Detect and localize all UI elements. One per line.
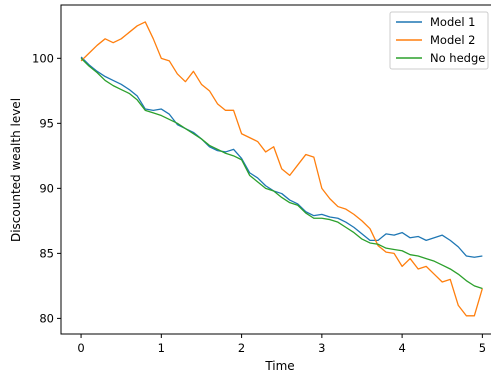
legend-label-model-2: Model 2 [430,33,476,47]
y-tick-label: 85 [39,246,54,260]
x-tick-label: 3 [318,341,325,355]
y-tick-label: 90 [39,181,54,195]
x-tick-label: 2 [238,341,245,355]
series-line-no-hedge [80,57,483,290]
y-tick-label: 95 [39,116,54,130]
x-axis-label: Time [264,359,294,373]
y-axis-ticks: 80 85 90 95 100 [32,51,61,325]
x-axis-ticks: 0 1 2 3 4 5 [77,334,486,355]
series-line-model-2 [80,21,483,317]
series-line-model-1 [80,56,483,258]
legend-label-model-1: Model 1 [430,15,476,29]
legend-label-no-hedge: No hedge [430,51,485,65]
y-axis-label: Discounted wealth level [9,98,23,242]
legend-frame [389,11,489,70]
x-tick-label: 0 [77,341,84,355]
x-tick-label: 5 [479,341,486,355]
x-tick-label: 4 [398,341,405,355]
y-tick-label: 100 [32,51,54,65]
plot-frame [60,4,491,335]
y-tick-label: 80 [39,311,54,325]
legend: Model 1 Model 2 No hedge [389,11,489,70]
x-tick-label: 1 [158,341,165,355]
series-layer [80,21,483,317]
